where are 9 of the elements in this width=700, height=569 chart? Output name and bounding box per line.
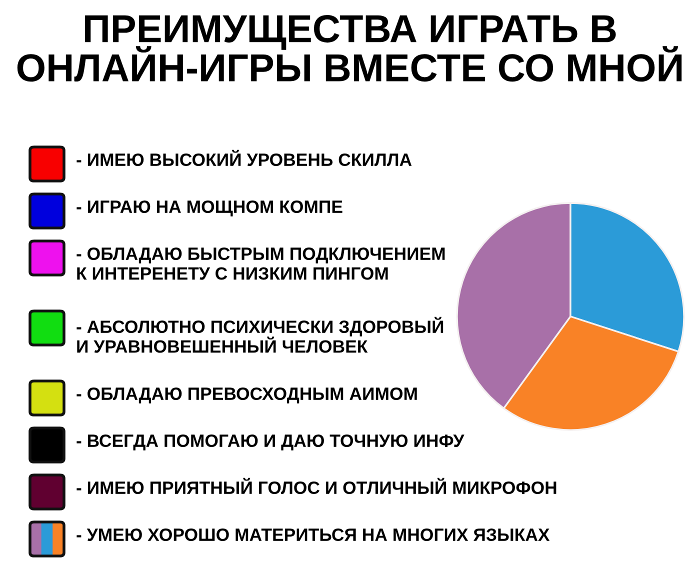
- chart-title: ПРЕИМУЩЕСТВА ИГРАТЬ В ОНЛАЙН-ИГРЫ ВМЕСТЕ СО МНОЙ: [17, 15, 682, 82]
- legend-label: - ИМЕЮ ПРИЯТНЫЙ ГОЛОС И ОТЛИЧНЫЙ МИКРОФОН: [76, 478, 556, 494]
- legend-label: - УМЕЮ ХОРОШО МАТЕРИТЬСЯ НА МНОГИХ ЯЗЫКАХ: [76, 528, 550, 542]
- legend-label: - ОБЛАДАЮ БЫСТРЫМ ПОДКЛЮЧЕНИЕМ К ИНТЕРЕНЕТУ С НИЗКИМ ПИНГОМ: [76, 247, 445, 280]
- legend-label: - ВСЕГДА ПОМОГАЮ И ДАЮ ТОЧНУЮ ИНФУ: [76, 434, 464, 450]
- legend-label: - ИГРАЮ НА МОЩНОМ КОМПЕ: [76, 200, 342, 216]
- legend-label: - ИМЕЮ ВЫСОКИЙ УРОВЕНЬ СКИЛЛА: [76, 150, 412, 166]
- legend-label: - ОБЛАДАЮ ПРЕВОСХОДНЫМ АИМОМ: [76, 387, 417, 404]
- legend-label: - АБСОЛЮТНО ПСИХИЧЕСКИ ЗДОРОВЫЙ И УРАВНОВЕШЕННЫЙ ЧЕЛОВЕК: [76, 316, 444, 353]
